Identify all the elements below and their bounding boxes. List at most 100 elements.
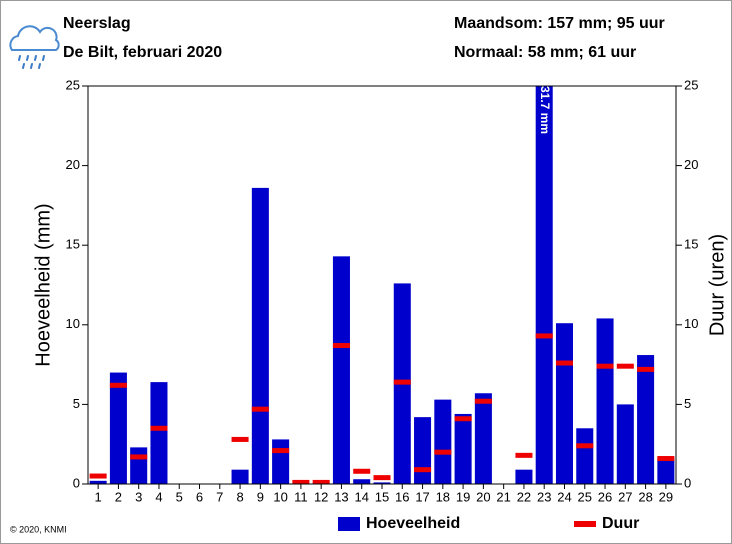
legend-label: Duur [602,515,639,532]
y-axis-title: Hoeveelheid (mm) [32,203,54,366]
x-tick-label: 14 [354,489,368,504]
bar [535,86,553,484]
legend-label: Hoeveelheid [366,515,460,532]
x-tick-label: 28 [638,489,652,504]
bar [474,393,492,484]
duration-mark [89,473,107,479]
duration-mark [434,449,452,455]
bar [251,187,269,484]
y-tick-label: 0 [73,475,80,490]
x-tick-label: 1 [95,489,102,504]
x-tick-label: 18 [436,489,450,504]
y2-tick-label: 10 [684,316,698,331]
duration-mark [353,468,371,474]
bar [150,382,168,484]
x-tick-label: 24 [557,489,571,504]
y2-tick-label: 5 [684,396,691,411]
bar [515,469,533,484]
x-tick-label: 17 [415,489,429,504]
duration-mark [414,467,432,473]
bar [657,458,675,484]
duration-mark [555,360,573,366]
y-tick-label: 5 [73,396,80,411]
subtitle: De Bilt, februari 2020 [63,44,222,61]
y-tick-label: 25 [66,77,80,92]
legend-swatch [574,521,596,527]
x-tick-label: 3 [135,489,142,504]
duration-mark [454,416,472,422]
copyright: © 2020, KNMI [10,524,67,534]
month-total: Maandsom: 157 mm; 95 uur [454,15,665,32]
x-tick-label: 29 [659,489,673,504]
duration-mark [251,406,269,412]
x-tick-label: 8 [236,489,243,504]
y2-tick-label: 25 [684,77,698,92]
bar [434,399,452,484]
duration-mark [637,366,655,372]
duration-mark [616,363,634,369]
bar [576,428,594,484]
rain-icon [9,25,60,69]
y2-axis-title: Duur (uren) [706,234,728,336]
x-tick-label: 20 [476,489,490,504]
duration-mark [150,425,168,431]
x-tick-label: 16 [395,489,409,504]
duration-mark [272,448,290,454]
normal: Normaal: 58 mm; 61 uur [454,44,636,61]
x-tick-label: 22 [517,489,531,504]
x-tick-label: 21 [496,489,510,504]
bar [454,413,472,484]
bar [89,480,107,484]
y2-tick-label: 15 [684,237,698,252]
duration-mark [231,436,249,442]
value-label: 31.7 mm [538,86,552,134]
duration-mark [576,443,594,449]
x-tick-label: 13 [334,489,348,504]
bar [414,417,432,484]
y2-tick-label: 0 [684,475,691,490]
bar [373,482,391,484]
x-tick-label: 10 [273,489,287,504]
bar [332,256,350,484]
x-tick-label: 7 [216,489,223,504]
x-tick-label: 26 [598,489,612,504]
x-tick-label: 6 [196,489,203,504]
x-tick-label: 25 [578,489,592,504]
bar [109,372,127,484]
bar [231,469,249,484]
y-tick-label: 20 [66,157,80,172]
x-tick-label: 2 [115,489,122,504]
x-tick-label: 27 [618,489,632,504]
bar [555,323,573,484]
title: Neerslag [63,15,131,32]
legend-swatch [338,517,360,531]
bar [616,404,634,484]
x-tick-label: 11 [294,489,308,504]
x-tick-label: 23 [537,489,551,504]
y-tick-label: 10 [66,316,80,331]
duration-mark [393,379,411,385]
duration-mark [535,333,553,339]
duration-mark [373,475,391,481]
duration-mark [109,382,127,388]
duration-mark [515,452,533,458]
duration-mark [292,479,310,484]
plot-area [89,86,675,484]
x-tick-label: 19 [456,489,470,504]
x-tick-label: 12 [314,489,328,504]
duration-mark [657,456,675,462]
bar [130,447,148,484]
duration-mark [312,479,330,484]
y-tick-label: 15 [66,237,80,252]
bar [272,439,290,484]
bar [596,318,614,484]
x-tick-label: 9 [257,489,264,504]
duration-mark [474,398,492,404]
x-tick-label: 15 [375,489,389,504]
bar [637,355,655,484]
y2-tick-label: 20 [684,157,698,172]
x-tick-label: 5 [176,489,183,504]
duration-mark [596,363,614,369]
x-tick-label: 4 [155,489,162,504]
